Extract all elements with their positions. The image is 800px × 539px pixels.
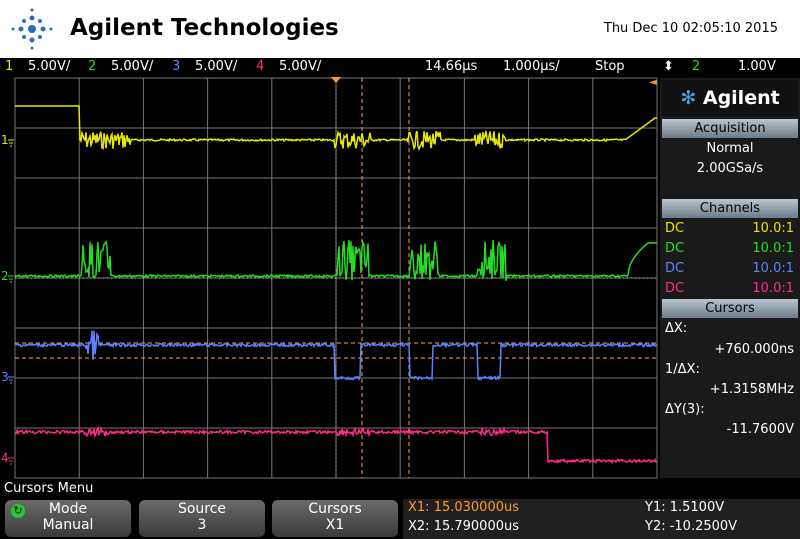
waveform — [15, 425, 658, 465]
acq-mode: Normal — [706, 141, 754, 156]
side-panel — [660, 78, 800, 478]
logo-icon — [11, 8, 53, 50]
softkey-value: 3 — [197, 517, 207, 533]
waveform-display: ◄ 1 2 3 4 — [1, 77, 658, 479]
ground-marker — [8, 275, 14, 283]
waveform — [14, 239, 657, 282]
cursor-value: -11.7600V — [726, 422, 794, 437]
channel-probe: 10.0:1 — [752, 241, 794, 256]
cursor-label: ΔY(3): — [665, 402, 705, 417]
channel-probe: 10.0:1 — [752, 261, 794, 276]
ch1-number: 1 — [5, 59, 14, 74]
trigger-pos-marker: ◄ — [649, 77, 657, 88]
ch3-scale: 5.00V/ — [195, 59, 238, 74]
cursor-label: 1/ΔX: — [665, 362, 700, 377]
acq-title: Acquisition — [662, 119, 798, 138]
channels-title: Channels — [662, 199, 798, 218]
trigger-level: 1.00V — [738, 59, 776, 74]
header: Agilent Technologies Thu Dec 10 02:05:10… — [0, 0, 800, 58]
x1-readout: X1: 15.030000us — [408, 500, 520, 515]
menu-title: Cursors Menu — [4, 481, 94, 496]
softkey-value: Manual — [42, 517, 94, 533]
softkey[interactable]: Mode Manual ↻ — [5, 500, 131, 537]
softkey-label: Mode — [48, 501, 88, 517]
ch2-scale: 5.00V/ — [111, 59, 154, 74]
softkey-label: Source — [177, 501, 227, 517]
channel-probe: 10.0:1 — [752, 221, 794, 236]
ground-marker — [8, 376, 14, 384]
timebase: 1.000µs/ — [503, 59, 560, 74]
x2-readout: X2: 15.790000us — [408, 519, 520, 534]
panel-brand: Agilent — [702, 87, 780, 109]
logo-mark: ✻ — [680, 87, 703, 109]
channel-coupling: DC — [665, 261, 685, 276]
run-state: Stop — [595, 59, 625, 74]
ch3-number: 3 — [172, 59, 181, 74]
trigger-slope: ⬍ — [663, 59, 674, 74]
softkey[interactable]: Cursors X1 — [272, 500, 398, 537]
cursor-readout — [403, 499, 800, 539]
softkey-label: Cursors — [308, 501, 362, 517]
ch4-scale: 5.00V/ — [279, 59, 322, 74]
channel-marker: 2 — [1, 269, 9, 283]
channel-coupling: DC — [665, 221, 685, 236]
trigger-source: 2 — [692, 59, 701, 74]
channel-probe: 10.0:1 — [752, 281, 794, 296]
cursor-value: +760.000ns — [714, 342, 794, 357]
brand: Agilent Technologies — [70, 15, 339, 41]
waveform — [15, 105, 657, 152]
datetime: Thu Dec 10 02:05:10 2015 — [603, 21, 778, 36]
softkey[interactable]: Source 3 — [139, 500, 265, 537]
cursors-title: Cursors — [662, 299, 798, 318]
y2-readout: Y2: -10.2500V — [645, 519, 738, 534]
delay: 14.66µs — [425, 59, 478, 74]
cursor-label: ΔX: — [665, 321, 688, 336]
ground-marker — [8, 139, 14, 147]
trigger-marker — [331, 77, 341, 83]
cursor-value: +1.3158MHz — [709, 382, 794, 397]
softkey-value: X1 — [325, 517, 345, 533]
ground-marker — [8, 457, 14, 465]
y1-readout: Y1: 1.5100V — [645, 500, 725, 515]
acq-rate: 2.00GSa/s — [696, 161, 764, 176]
ch1-scale: 5.00V/ — [28, 59, 71, 74]
channel-marker: 4 — [1, 451, 9, 465]
ch4-number: 4 — [256, 59, 265, 74]
ch2-number: 2 — [88, 59, 97, 74]
waveform — [14, 330, 658, 381]
channel-coupling: DC — [665, 241, 685, 256]
knob-icon: ↻ — [11, 504, 25, 518]
panel-logo: ✻ Agilent — [662, 80, 798, 116]
channel-coupling: DC — [665, 281, 685, 296]
channel-marker: 3 — [1, 370, 9, 384]
channel-marker: 1 — [1, 133, 9, 147]
